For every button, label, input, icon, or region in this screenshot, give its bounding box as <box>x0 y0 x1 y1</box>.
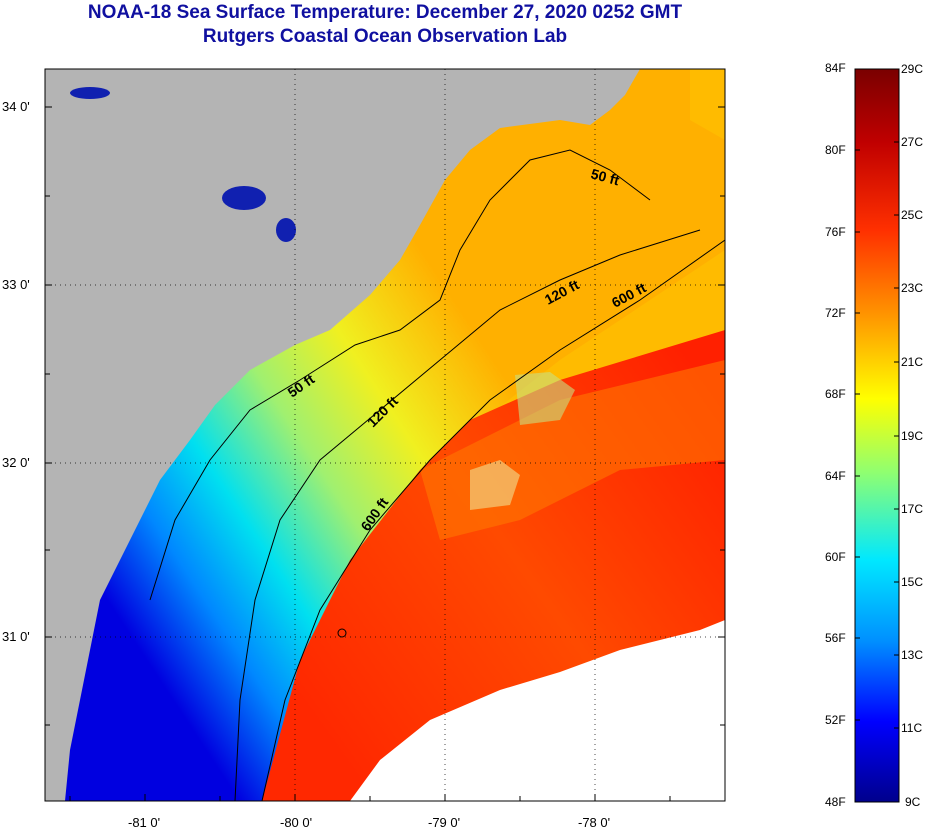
colorbar-c-label: 23C <box>901 281 924 295</box>
land-area <box>45 69 640 801</box>
frame-ticks <box>45 106 725 801</box>
graticule <box>45 69 725 801</box>
contour-120ft <box>234 229 701 801</box>
colorbar-c-label: 11C <box>901 721 923 735</box>
colorbar-ticks <box>855 141 899 729</box>
colorbar-f-label: 72F <box>825 306 846 320</box>
cloud-speckle <box>470 460 520 510</box>
colorbar-c-label: 17C <box>901 502 924 516</box>
colorbar <box>854 68 900 803</box>
lat-label: 31 0' <box>2 629 30 644</box>
contour-ring <box>337 628 347 638</box>
map-frame <box>44 68 726 802</box>
map-title: NOAA-18 Sea Surface Temperature: Decembe… <box>87 2 683 23</box>
colorbar-f-label: 68F <box>825 387 846 401</box>
colorbar-c-label: 21C <box>901 355 924 369</box>
lon-label: -80 0' <box>280 815 313 830</box>
lat-label: 32 0' <box>2 455 30 470</box>
colorbar-c-label: 29C <box>901 62 924 76</box>
inland-lake <box>276 218 296 242</box>
contour-600ft <box>261 239 725 801</box>
colorbar-c-label: 19C <box>901 429 924 443</box>
cloud-speckle <box>515 372 575 425</box>
colorbar-c-label: 27C <box>901 135 924 149</box>
lon-label: -78 0' <box>578 815 611 830</box>
cloud-cover <box>350 620 725 801</box>
colorbar-f-label: 64F <box>825 469 846 483</box>
map-subtitle: Rutgers Coastal Ocean Observation Lab <box>202 26 568 47</box>
colorbar-f-label: 84F <box>825 61 846 75</box>
colorbar-f-label: 56F <box>825 631 846 645</box>
colorbar-f-label: 60F <box>825 550 846 564</box>
colorbar-f-label: 52F <box>825 713 846 727</box>
lon-label: -79 0' <box>428 815 461 830</box>
lon-label: -81 0' <box>128 815 161 830</box>
colorbar-f-label: 80F <box>825 143 846 157</box>
lat-label: 33 0' <box>2 277 30 292</box>
colorbar-c-label: 15C <box>901 575 924 589</box>
contour-50ft <box>149 149 651 601</box>
colorbar-f-label: 48F <box>825 795 846 809</box>
contour-label: 50 ft <box>589 165 621 188</box>
colorbar-c-label: 9C <box>905 795 921 809</box>
colorbar-c-label: 25C <box>901 208 924 222</box>
lat-label: 34 0' <box>2 99 30 114</box>
inland-lake <box>222 186 266 210</box>
colorbar-f-label: 76F <box>825 225 846 239</box>
colorbar-c-label: 13C <box>901 648 924 662</box>
inland-lake <box>70 87 110 99</box>
